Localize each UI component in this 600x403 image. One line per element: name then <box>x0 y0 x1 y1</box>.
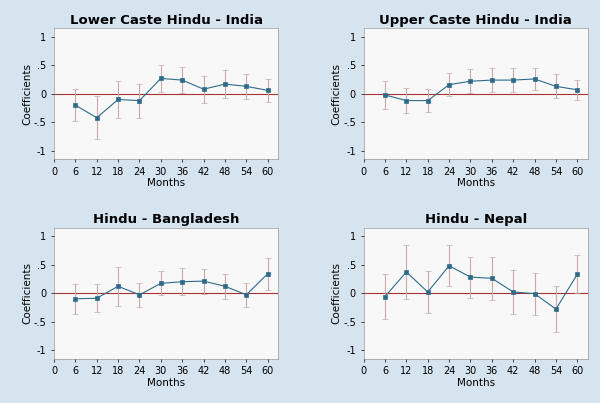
Y-axis label: Coefficients: Coefficients <box>22 262 32 324</box>
Title: Hindu - Nepal: Hindu - Nepal <box>425 213 527 226</box>
X-axis label: Months: Months <box>147 378 185 388</box>
Y-axis label: Coefficients: Coefficients <box>332 63 342 125</box>
Y-axis label: Coefficients: Coefficients <box>332 262 342 324</box>
Title: Upper Caste Hindu - India: Upper Caste Hindu - India <box>379 14 572 27</box>
X-axis label: Months: Months <box>457 378 495 388</box>
Title: Hindu - Bangladesh: Hindu - Bangladesh <box>93 213 239 226</box>
X-axis label: Months: Months <box>147 179 185 188</box>
Title: Lower Caste Hindu - India: Lower Caste Hindu - India <box>70 14 263 27</box>
Y-axis label: Coefficients: Coefficients <box>22 63 32 125</box>
X-axis label: Months: Months <box>457 179 495 188</box>
